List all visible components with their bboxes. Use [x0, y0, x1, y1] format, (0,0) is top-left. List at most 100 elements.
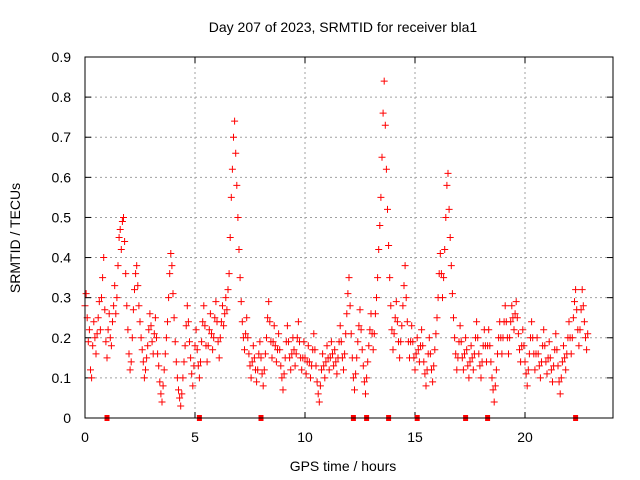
data-point: [547, 366, 555, 374]
data-point: [162, 334, 170, 342]
data-point: [117, 246, 125, 254]
data-point: [151, 314, 159, 322]
data-point: [176, 394, 184, 402]
data-point: [444, 169, 452, 177]
chart-title: Day 207 of 2023, SRMTID for receiver bla…: [209, 19, 478, 35]
data-point: [419, 342, 427, 350]
data-point: [450, 314, 457, 322]
data-point: [206, 310, 214, 318]
data-point: [562, 366, 570, 374]
data-point: [338, 354, 346, 362]
data-point: [228, 165, 236, 173]
data-point: [146, 310, 154, 318]
data-point: [216, 334, 224, 342]
data-point: [147, 322, 155, 330]
data-point: [475, 350, 483, 358]
data-point: [244, 334, 252, 342]
data-point: [380, 77, 388, 85]
data-point: [535, 362, 543, 370]
data-point: [89, 342, 97, 350]
data-point: [336, 322, 344, 330]
data-point: [298, 366, 306, 374]
data-point: [436, 250, 444, 258]
data-point: [364, 358, 372, 366]
data-point: [371, 310, 379, 318]
data-point: [349, 374, 357, 382]
data-point: [402, 294, 410, 302]
data-point: [275, 330, 283, 338]
data-point: [329, 350, 336, 358]
data-point: [352, 370, 360, 378]
data-point: [181, 342, 189, 350]
data-point: [379, 109, 387, 117]
data-point: [492, 366, 500, 374]
data-point: [557, 374, 565, 382]
data-point: [382, 165, 390, 173]
data-point: [258, 370, 266, 378]
data-point: [236, 274, 244, 282]
data-point: [91, 334, 99, 342]
data-point: [301, 354, 309, 362]
data-point: [327, 338, 335, 346]
data-point: [540, 326, 548, 334]
data-point: [243, 314, 251, 322]
data-point: [343, 310, 351, 318]
data-point: [230, 133, 237, 141]
data-point: [246, 362, 254, 370]
data-point: [102, 338, 110, 346]
data-point: [409, 338, 417, 346]
data-point: [558, 358, 566, 366]
data-point: [253, 378, 261, 386]
data-point: [232, 149, 240, 157]
data-point: [204, 342, 212, 350]
data-point: [555, 378, 563, 386]
x-tick-label: 0: [81, 429, 89, 445]
data-point: [408, 322, 416, 330]
axis-ticks: 0 0.1 0.2 0.3 0.4 0.5 0.6 0.7 0.8 0.9 0 5 10 15 20: [52, 49, 613, 445]
data-point: [156, 378, 164, 386]
data-point: [145, 326, 153, 334]
data-point: [294, 318, 302, 326]
data-point: [561, 354, 569, 362]
data-point: [340, 366, 347, 374]
data-point: [110, 302, 118, 310]
data-point: [197, 358, 204, 366]
data-point: [464, 362, 472, 370]
data-point: [374, 274, 382, 282]
data-point: [459, 366, 467, 374]
data-point: [506, 334, 514, 342]
data-point: [137, 334, 145, 342]
data-point: [247, 374, 255, 382]
data-point: [545, 338, 553, 346]
data-point: [451, 334, 459, 342]
data-point: [356, 306, 364, 314]
data-point: [95, 298, 103, 306]
data-point: [319, 350, 327, 358]
data-point: [184, 318, 192, 326]
data-point: [285, 338, 292, 346]
data-point: [488, 374, 496, 382]
data-point: [513, 314, 521, 322]
data-point: [215, 354, 223, 362]
data-point: [418, 326, 426, 334]
data-point: [370, 330, 378, 338]
data-point: [109, 318, 116, 326]
data-point: [104, 326, 112, 334]
data-point: [528, 318, 536, 326]
x-tick-label: 5: [191, 429, 199, 445]
data-point: [242, 330, 250, 338]
data-point: [271, 342, 279, 350]
data-point: [311, 346, 319, 354]
data-point: [468, 354, 476, 362]
data-point: [411, 366, 419, 374]
data-point: [183, 302, 191, 310]
data-point: [140, 374, 148, 382]
data-point: [491, 382, 499, 390]
data-point: [583, 346, 591, 354]
data-point: [249, 342, 257, 350]
data-point: [398, 322, 406, 330]
data-point: [268, 354, 276, 362]
data-point: [516, 346, 523, 354]
data-point: [120, 213, 127, 221]
